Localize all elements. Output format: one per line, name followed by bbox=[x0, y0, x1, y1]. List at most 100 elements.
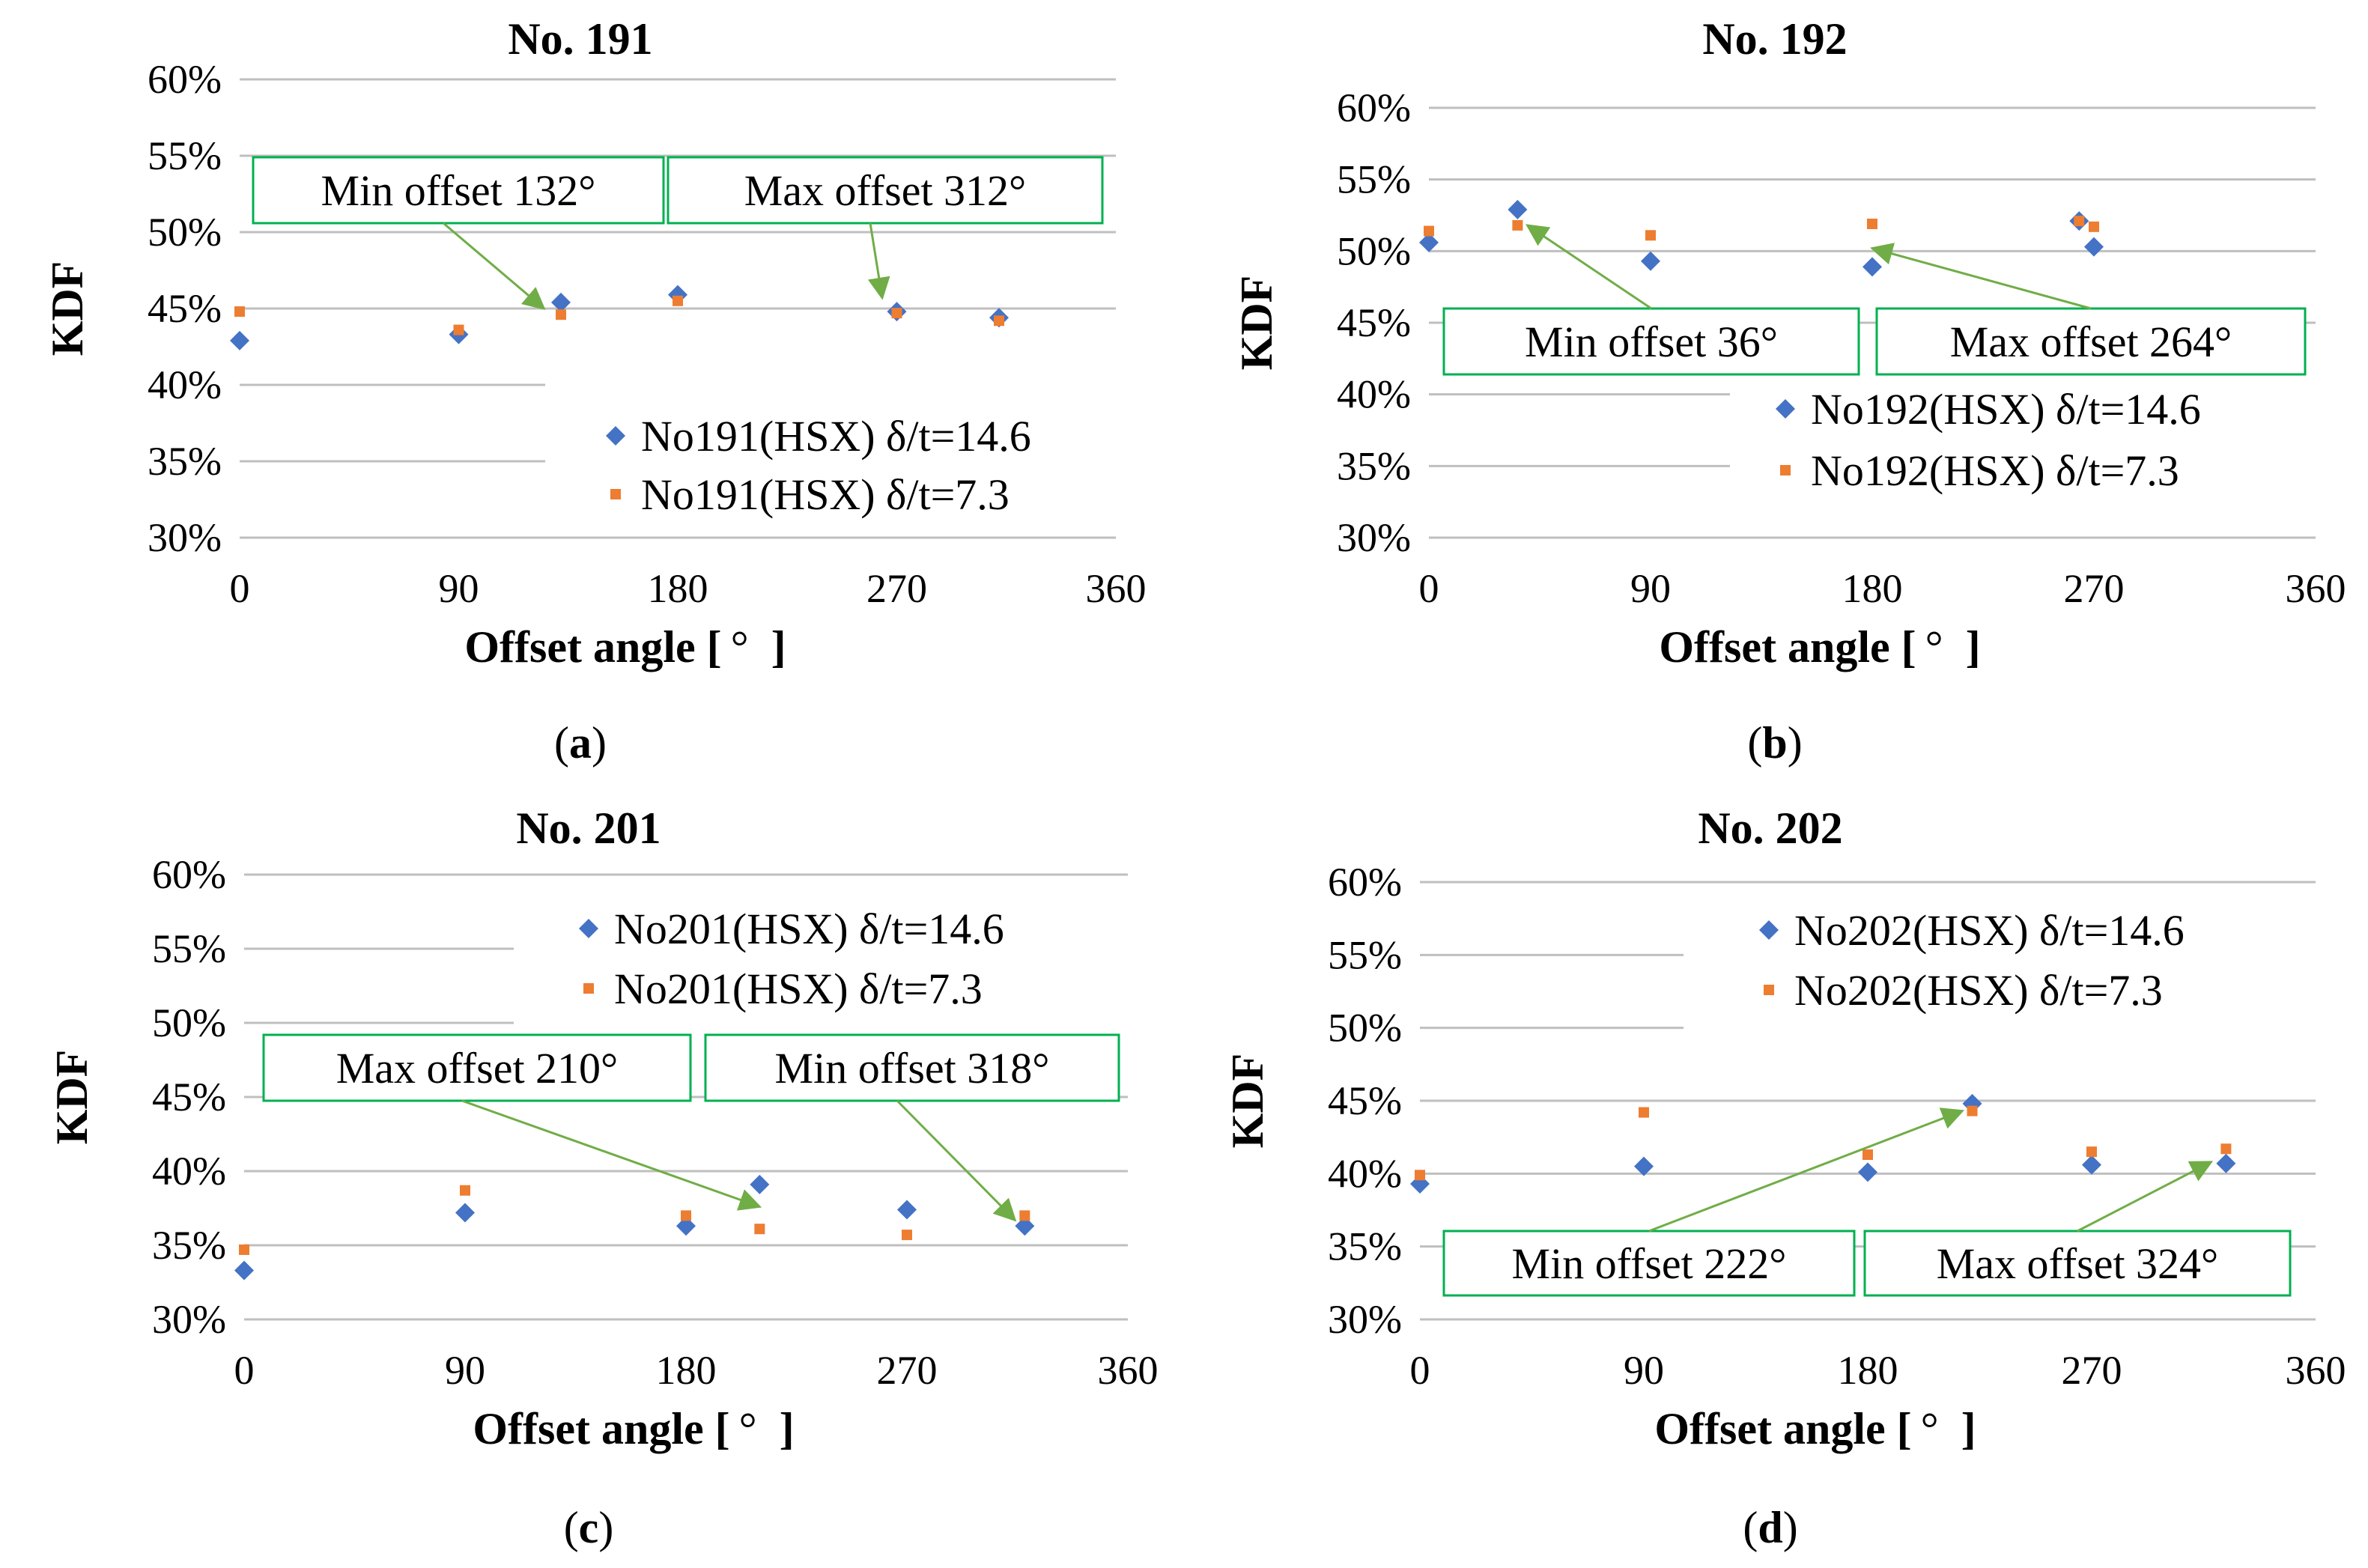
data-point-diamond bbox=[234, 1260, 254, 1280]
y-tick-label: 40% bbox=[1328, 1151, 1402, 1196]
x-tick-label: 180 bbox=[1842, 566, 1903, 611]
x-axis-label-close: ] bbox=[771, 622, 786, 672]
data-point-square bbox=[902, 1230, 912, 1241]
chart-title: No. 191 bbox=[508, 14, 652, 64]
legend-label: No191(HSX) δ/t=7.3 bbox=[641, 470, 1010, 519]
legend-label: No201(HSX) δ/t=14.6 bbox=[614, 905, 1004, 953]
data-point-diamond bbox=[1015, 1216, 1035, 1236]
x-axis-label-text: Offset angle [ bbox=[1659, 622, 1916, 672]
annotation-label: Min offset 222° bbox=[1512, 1239, 1787, 1288]
caption-letter: a bbox=[569, 718, 592, 768]
x-tick-label: 0 bbox=[1419, 566, 1439, 611]
data-point-square bbox=[2086, 1146, 2097, 1158]
x-axis-label: Offset angle [°] bbox=[1659, 622, 1980, 672]
x-tick-label: 90 bbox=[1630, 566, 1671, 611]
data-point-square bbox=[239, 1244, 249, 1255]
data-point-diamond bbox=[551, 292, 571, 312]
data-point-square bbox=[2074, 216, 2085, 227]
x-axis-label: Offset angle [°] bbox=[1654, 1404, 1976, 1453]
x-axis-label-text: Offset angle [ bbox=[1654, 1404, 1911, 1453]
chart-panel-b: 30% 35% 40% 45% 50% 55% 60% 0 90 180 270 360 No. 192… bbox=[1232, 14, 2346, 768]
legend-label: No191(HSX) δ/t=14.6 bbox=[641, 412, 1031, 461]
data-point-diamond bbox=[1862, 257, 1882, 277]
x-axis-label-unit: ° bbox=[739, 1404, 757, 1453]
caption-open: ( bbox=[554, 718, 569, 768]
x-axis-label-close: ] bbox=[1961, 1404, 1976, 1453]
legend-marker-diamond bbox=[579, 919, 598, 938]
legend-marker-diamond bbox=[1776, 399, 1795, 419]
chart-panel-d: 30% 35% 40% 45% 50% 55% 60% 0 90 180 270 360 No. 202… bbox=[1223, 803, 2346, 1552]
y-tick-label: 50% bbox=[152, 1000, 226, 1045]
annotation-box bbox=[262, 1033, 692, 1102]
x-tick-label: 360 bbox=[1086, 566, 1147, 611]
annotation-label: Max offset 210° bbox=[336, 1044, 619, 1093]
y-axis-label: KDF bbox=[43, 261, 92, 356]
y-tick-label: 50% bbox=[1328, 1006, 1402, 1051]
data-point-square bbox=[1867, 218, 1877, 229]
annotation-label: Min offset 318° bbox=[775, 1044, 1050, 1093]
panel-caption: (c) bbox=[564, 1503, 614, 1552]
x-tick-label: 180 bbox=[648, 566, 708, 611]
annotation-arrow bbox=[867, 222, 890, 300]
data-point-diamond bbox=[230, 330, 249, 350]
x-tick-label: 90 bbox=[445, 1348, 485, 1393]
annotation-box bbox=[1875, 307, 2307, 376]
y-tick-label: 50% bbox=[148, 210, 222, 255]
x-tick-label: 0 bbox=[1410, 1348, 1430, 1393]
legend-marker-diamond bbox=[606, 426, 625, 446]
x-tick-label: 360 bbox=[1098, 1348, 1159, 1393]
y-tick-label: 45% bbox=[148, 286, 222, 331]
legend-label: No202(HSX) δ/t=14.6 bbox=[1794, 906, 2185, 955]
y-tick-label: 40% bbox=[152, 1149, 226, 1194]
legend-marker-square bbox=[583, 983, 594, 994]
y-tick-label: 35% bbox=[152, 1223, 226, 1268]
annotation-arrow bbox=[443, 222, 546, 310]
annotation-label: Max offset 264° bbox=[1950, 317, 2232, 366]
data-point-square bbox=[673, 295, 683, 306]
x-tick-label: 270 bbox=[877, 1348, 938, 1393]
x-tick-label: 0 bbox=[234, 1348, 255, 1393]
x-axis-label-close: ] bbox=[780, 1404, 795, 1453]
y-tick-label: 40% bbox=[148, 362, 222, 407]
caption-letter: c bbox=[579, 1503, 599, 1552]
y-tick-label: 35% bbox=[1337, 443, 1411, 488]
data-point-diamond bbox=[2082, 1155, 2101, 1175]
x-tick-label: 90 bbox=[439, 566, 479, 611]
caption-close: ) bbox=[1783, 1503, 1798, 1552]
annotation-box bbox=[1863, 1230, 2292, 1297]
data-point-diamond bbox=[897, 1200, 917, 1220]
y-tick-label: 60% bbox=[152, 852, 226, 897]
data-point-diamond bbox=[455, 1203, 475, 1223]
annotation-arrow bbox=[1648, 1107, 1965, 1233]
legend-label: No192(HSX) δ/t=7.3 bbox=[1811, 446, 2179, 495]
data-point-diamond bbox=[1419, 232, 1439, 252]
legend-marker-diamond bbox=[1759, 920, 1779, 940]
y-tick-label: 35% bbox=[148, 439, 222, 484]
caption-close: ) bbox=[592, 718, 607, 768]
y-tick-label: 35% bbox=[1328, 1224, 1402, 1269]
legend-label: No201(HSX) δ/t=7.3 bbox=[614, 964, 983, 1013]
x-tick-label: 180 bbox=[656, 1348, 717, 1393]
chart-title: No. 192 bbox=[1702, 14, 1847, 64]
annotation-label: Min offset 132° bbox=[321, 166, 596, 215]
legend-label: No192(HSX) δ/t=14.6 bbox=[1811, 385, 2201, 434]
data-point-square bbox=[1862, 1149, 1873, 1161]
y-tick-label: 60% bbox=[1328, 860, 1402, 905]
y-tick-label: 30% bbox=[152, 1297, 226, 1342]
x-axis-label: Offset angle [°] bbox=[464, 622, 786, 672]
annotation-arrow bbox=[1870, 243, 2092, 310]
y-tick-label: 45% bbox=[1337, 300, 1411, 345]
data-point-square bbox=[453, 324, 464, 335]
y-tick-label: 40% bbox=[1337, 372, 1411, 417]
caption-letter: d bbox=[1758, 1503, 1782, 1552]
y-tick-label: 30% bbox=[148, 515, 222, 560]
x-tick-label: 360 bbox=[2286, 566, 2346, 611]
x-tick-label: 90 bbox=[1624, 1348, 1664, 1393]
x-tick-label: 270 bbox=[2062, 1348, 2122, 1393]
panel-caption: (a) bbox=[554, 718, 607, 768]
y-tick-label: 60% bbox=[1337, 85, 1411, 130]
y-tick-label: 45% bbox=[152, 1075, 226, 1119]
annotation-label: Min offset 36° bbox=[1525, 317, 1778, 366]
caption-open: ( bbox=[1743, 1503, 1758, 1552]
annotation-label: Max offset 312° bbox=[744, 166, 1027, 215]
